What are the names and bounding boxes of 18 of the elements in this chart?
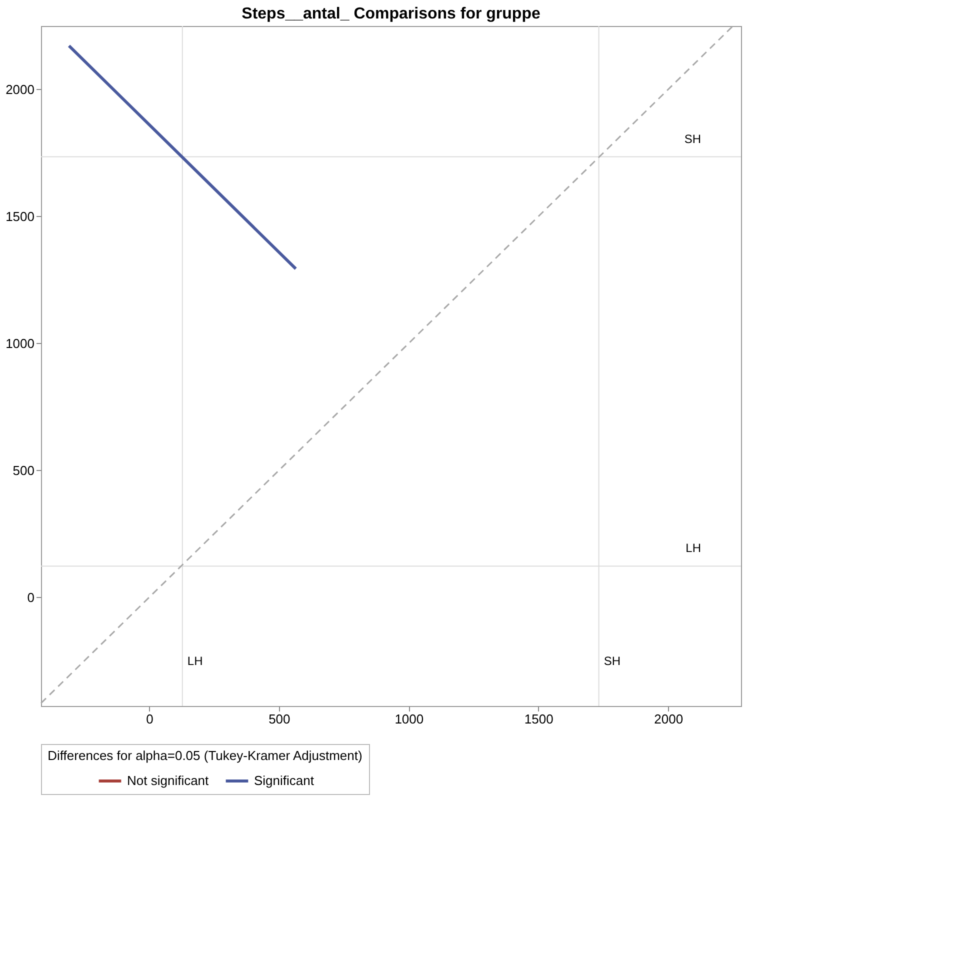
ref-line-label: LH xyxy=(187,654,203,668)
y-tick-label: 2000 xyxy=(6,82,34,97)
legend-label: Not significant xyxy=(127,773,210,788)
y-tick-label: 1500 xyxy=(6,208,34,224)
x-tick-label: 1500 xyxy=(524,712,554,726)
ref-line-label: SH xyxy=(684,132,701,146)
y-tick-label: 0 xyxy=(27,590,34,605)
x-tick-label: 0 xyxy=(146,712,154,726)
x-tick-label: 2000 xyxy=(654,712,684,726)
ref-line-label: LH xyxy=(686,541,701,556)
y-tick-label: 1000 xyxy=(6,336,34,351)
chart-title: Steps__antal_ Comparisons for gruppe xyxy=(242,5,540,22)
ref-line-label: SH xyxy=(604,654,620,668)
legend-title: Differences for alpha=0.05 (Tukey-Kramer Adjustment) xyxy=(48,748,362,763)
x-tick-label: 1000 xyxy=(394,712,424,726)
x-tick-label: 500 xyxy=(268,712,290,726)
y-tick-label: 500 xyxy=(12,462,34,478)
legend-label: Significant xyxy=(254,773,314,788)
